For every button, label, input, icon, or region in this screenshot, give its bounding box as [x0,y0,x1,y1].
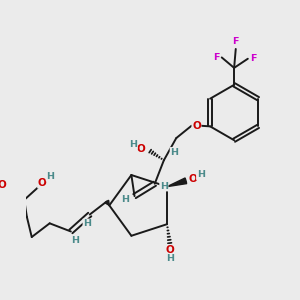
Text: F: F [213,53,219,62]
Text: H: H [197,170,205,179]
Text: H: H [170,148,178,157]
Text: H: H [83,219,91,228]
Text: H: H [46,172,54,181]
Text: O: O [192,121,201,131]
Text: H: H [166,254,174,263]
Polygon shape [105,200,109,206]
Polygon shape [167,178,187,187]
Text: O: O [38,178,46,188]
Text: O: O [165,244,174,255]
Text: F: F [250,54,257,63]
Text: H: H [129,140,137,149]
Text: O: O [188,174,197,184]
Text: O: O [137,144,146,154]
Text: H: H [160,182,168,191]
Text: H: H [71,236,79,245]
Text: H: H [122,195,129,204]
Text: O: O [0,180,6,190]
Text: F: F [232,37,239,46]
